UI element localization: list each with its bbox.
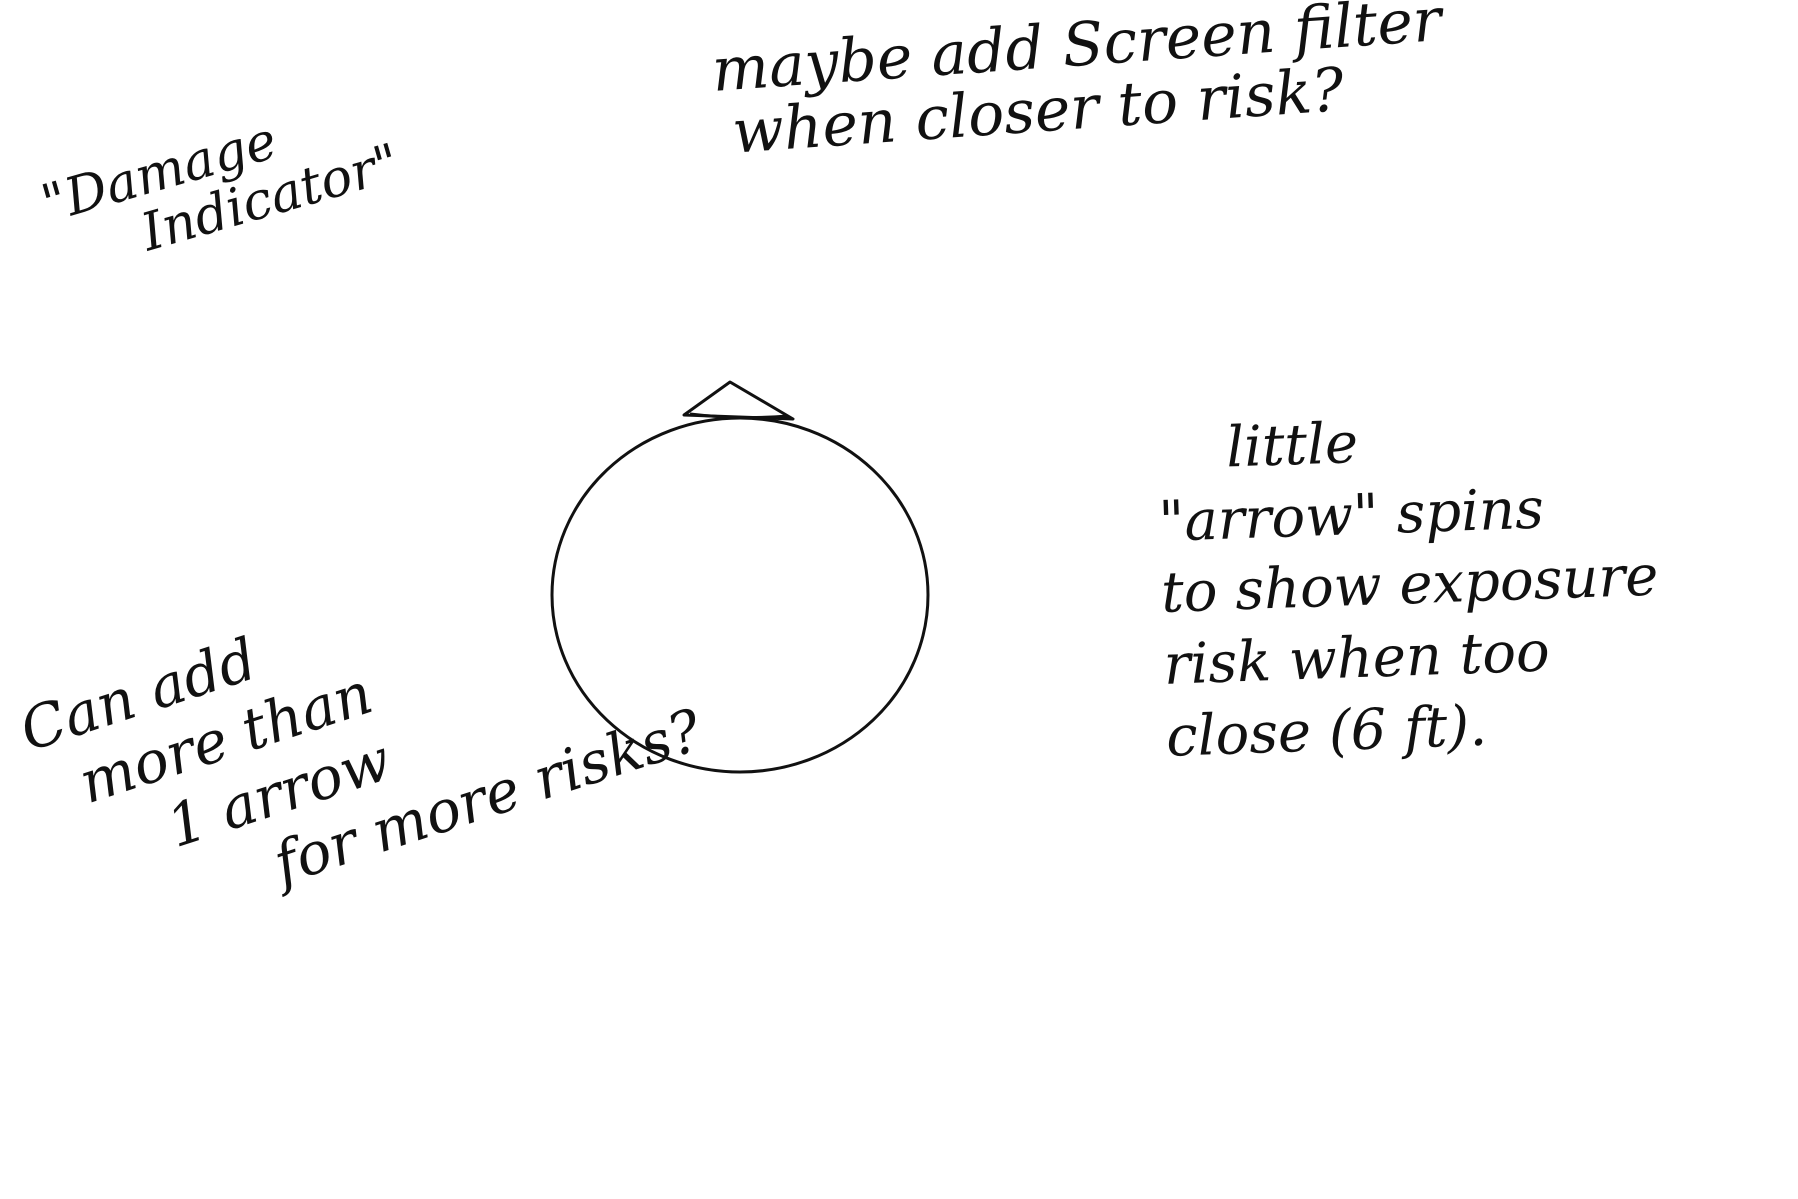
risk-arrow-base <box>689 412 789 420</box>
note-arrow-spins: little "arrow" spins to show exposure ri… <box>1155 398 1664 773</box>
risk-arrow-icon <box>682 380 795 421</box>
